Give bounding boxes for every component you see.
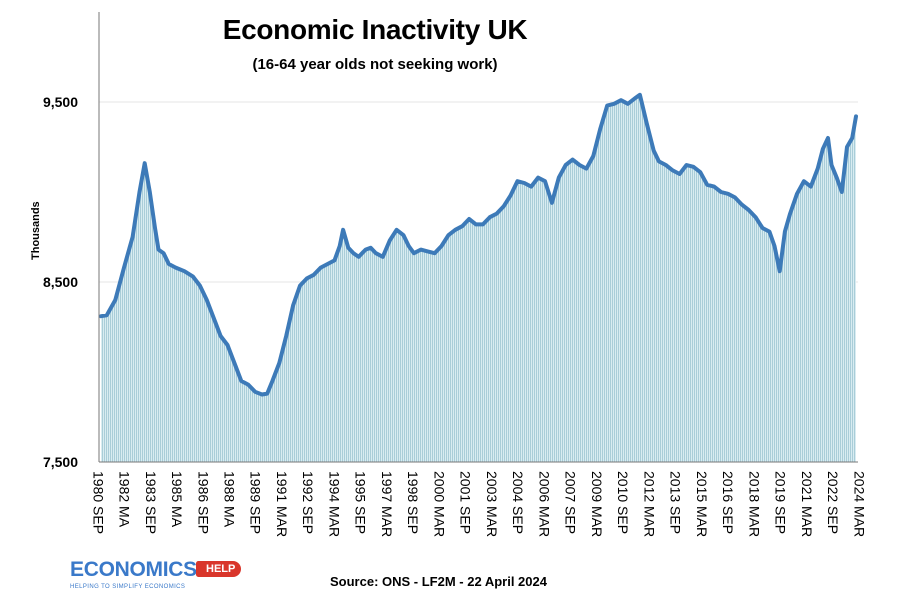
x-tick-label: 1995 SEP bbox=[353, 471, 369, 534]
x-tick-label: 2012 MAR bbox=[641, 471, 657, 537]
y-tick-label: 7,500 bbox=[43, 454, 78, 470]
x-tick-label: 1982 MA bbox=[116, 471, 132, 528]
x-tick-label: 2019 SEP bbox=[773, 471, 789, 534]
logo-wordmark: ECONOMICS bbox=[70, 558, 197, 581]
x-tick-label: 2016 SEP bbox=[720, 471, 736, 534]
x-tick-label: 2004 SEP bbox=[510, 471, 526, 534]
y-tick-label: 9,500 bbox=[43, 94, 78, 110]
x-tick-label: 1988 MA bbox=[221, 471, 237, 528]
x-tick-label: 2003 MAR bbox=[484, 471, 500, 537]
x-tick-label: 2022 SEP bbox=[825, 471, 841, 534]
x-tick-label: 2018 MAR bbox=[746, 471, 762, 537]
series-line bbox=[99, 92, 858, 397]
x-tick-label: 2021 MAR bbox=[799, 471, 815, 537]
source-note: Source: ONS - LF2M - 22 April 2024 bbox=[330, 574, 547, 589]
x-tick-label: 2024 MAR bbox=[851, 471, 867, 537]
chart-subtitle: (16-64 year olds not seeking work) bbox=[252, 56, 498, 73]
x-tick-label: 1980 SEP bbox=[90, 471, 106, 534]
x-tick-label: 2006 MAR bbox=[536, 471, 552, 537]
x-tick-label: 1997 MAR bbox=[379, 471, 395, 537]
x-tick-label: 1992 SEP bbox=[300, 471, 316, 534]
x-tick-label: 2007 SEP bbox=[563, 471, 579, 534]
x-tick-label: 1989 SEP bbox=[248, 471, 264, 534]
x-tick-label: 2000 MAR bbox=[431, 471, 447, 537]
x-tick-label: 2001 SEP bbox=[458, 471, 474, 534]
x-tick-label: 2009 MAR bbox=[589, 471, 605, 537]
x-tick-label: 1998 SEP bbox=[405, 471, 421, 534]
y-tick-label: 8,500 bbox=[43, 274, 78, 290]
series-area bbox=[101, 94, 856, 463]
economics-help-logo: ECONOMICS HELP HELPING TO SIMPLIFY ECONO… bbox=[70, 558, 245, 598]
logo-tagline: HELPING TO SIMPLIFY ECONOMICS bbox=[70, 584, 186, 590]
x-tick-label: 2010 SEP bbox=[615, 471, 631, 534]
x-tick-label: 1994 MAR bbox=[326, 471, 342, 537]
x-tick-label: 1991 MAR bbox=[274, 471, 290, 537]
logo-help-badge: HELP bbox=[196, 561, 242, 577]
x-tick-label: 1983 SEP bbox=[143, 471, 159, 534]
chart-title: Economic Inactivity UK bbox=[222, 14, 528, 45]
x-tick-label: 1985 MA bbox=[169, 471, 185, 528]
x-tick-label: 2013 SEP bbox=[668, 471, 684, 534]
x-tick-label: 2015 MAR bbox=[694, 471, 710, 537]
x-tick-label: 1986 SEP bbox=[195, 471, 211, 534]
